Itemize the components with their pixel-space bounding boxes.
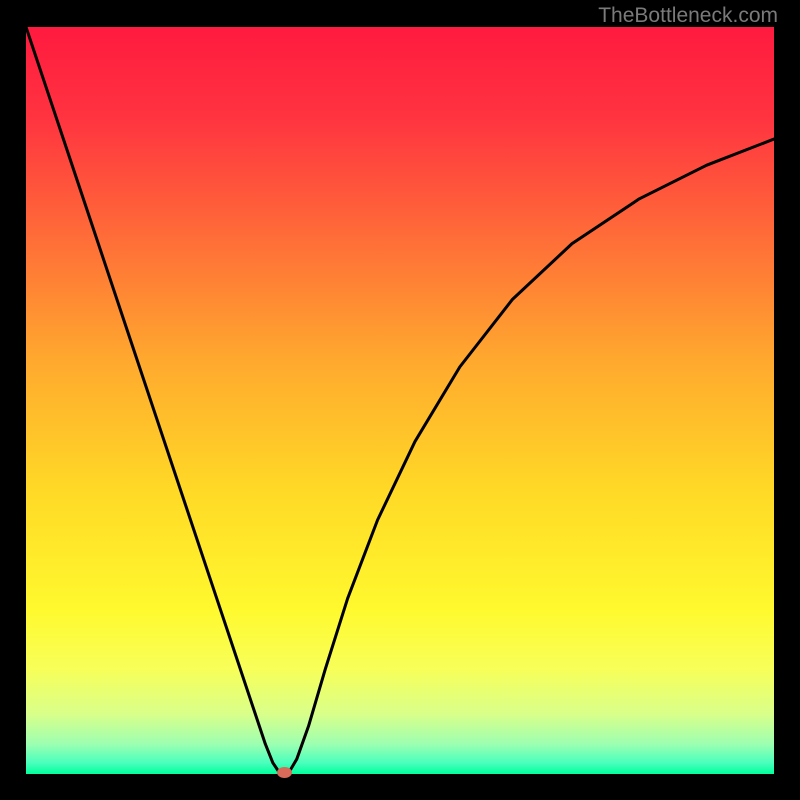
chart-plot-area [26, 27, 774, 774]
chart-curve [26, 27, 774, 774]
watermark-text: TheBottleneck.com [598, 4, 778, 28]
chart-minimum-marker [277, 767, 292, 778]
